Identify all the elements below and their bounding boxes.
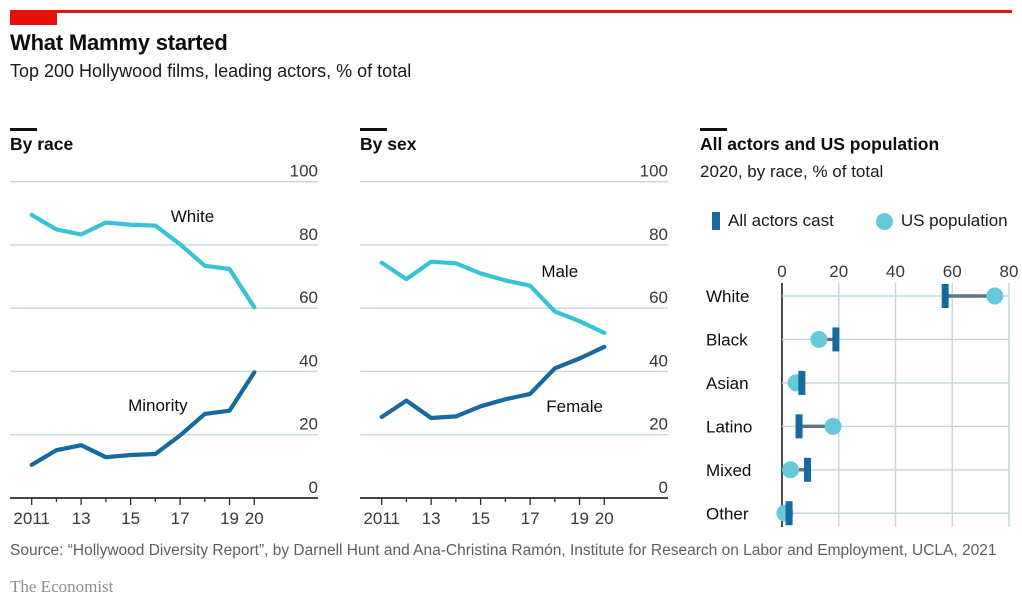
legend-item-population: US population bbox=[875, 211, 1008, 231]
y-axis-label: 60 bbox=[299, 288, 318, 307]
legend: All actors cast US population bbox=[712, 211, 1008, 231]
x-axis-label: 15 bbox=[121, 509, 140, 528]
x-axis-label: 2011 bbox=[363, 509, 400, 528]
y-axis-label: 0 bbox=[309, 478, 318, 497]
x-axis-label: 17 bbox=[521, 509, 540, 528]
panel-by-race-title: By race bbox=[10, 134, 74, 154]
population-dot-mixed bbox=[782, 461, 800, 479]
actors-bar-white bbox=[941, 284, 949, 308]
category-label-asian: Asian bbox=[706, 374, 749, 393]
population-dot-white bbox=[986, 287, 1004, 305]
series-label-minority: Minority bbox=[128, 396, 188, 415]
x-axis-label: 17 bbox=[171, 509, 190, 528]
panel-by-race: By race 0 20 40 60 80 100 2011 13 15 17 19 20 White M… bbox=[10, 118, 320, 543]
x-axis-label: 20 bbox=[245, 509, 264, 528]
legend-label-population: US population bbox=[900, 211, 1008, 230]
actors-population-chart: 0 20 40 60 80 White Black Asian Latino Mixed Other bbox=[706, 262, 1018, 527]
x-axis-label: 60 bbox=[943, 262, 962, 281]
x-axis-label: 2011 bbox=[13, 509, 50, 528]
source-line: Source: “Hollywood Diversity Report”, by… bbox=[10, 542, 997, 559]
chart-title: What Mammy started bbox=[10, 30, 228, 55]
red-tab bbox=[10, 10, 57, 25]
y-axis-label: 100 bbox=[290, 162, 318, 181]
top-rule bbox=[10, 10, 1012, 13]
series-label-white: White bbox=[171, 207, 214, 226]
actors-bar-swatch-icon bbox=[712, 212, 720, 230]
series-line-white bbox=[29, 212, 257, 310]
chart-subtitle: Top 200 Hollywood films, leading actors,… bbox=[10, 61, 412, 81]
series-line-female bbox=[379, 344, 607, 421]
y-axis-label: 40 bbox=[649, 351, 668, 370]
actors-bar-latino bbox=[795, 414, 803, 439]
population-circle-swatch-icon bbox=[875, 212, 893, 230]
series-line-male bbox=[379, 259, 607, 335]
actors-bar-asian bbox=[798, 370, 806, 395]
by-race-chart: 0 20 40 60 80 100 2011 13 15 17 19 20 White Minority bbox=[10, 162, 318, 528]
category-label-other: Other bbox=[706, 504, 749, 523]
brand-logotype: The Economist bbox=[10, 577, 114, 596]
panel-tick bbox=[700, 128, 727, 131]
x-axis-label: 19 bbox=[570, 509, 589, 528]
panel-by-sex: By sex 0 20 40 60 80 100 2011 13 15 17 19 20 Male Fem… bbox=[360, 118, 670, 543]
x-axis-label: 40 bbox=[886, 262, 905, 281]
series-line-minority bbox=[29, 370, 257, 467]
panel-actors-population-subtitle: 2020, by race, % of total bbox=[700, 162, 884, 181]
panel-actors-population-title: All actors and US population bbox=[700, 134, 940, 154]
y-axis-label: 40 bbox=[299, 351, 318, 370]
panel-tick bbox=[360, 128, 387, 131]
x-axis-label: 80 bbox=[1000, 262, 1019, 281]
population-dot-black bbox=[810, 330, 828, 348]
legend-item-actors: All actors cast bbox=[712, 211, 834, 231]
series-label-male: Male bbox=[541, 262, 578, 281]
legend-label-actors: All actors cast bbox=[728, 211, 834, 230]
actors-bar-mixed bbox=[804, 457, 812, 482]
actors-bar-other bbox=[785, 501, 793, 526]
x-axis-label: 19 bbox=[220, 509, 239, 528]
panel-actors-population: All actors and US population 2020, by ra… bbox=[700, 118, 1018, 543]
category-label-white: White bbox=[706, 287, 749, 306]
population-dot-latino bbox=[824, 417, 842, 435]
category-label-black: Black bbox=[706, 330, 748, 349]
y-axis-label: 20 bbox=[649, 415, 668, 434]
y-axis-label: 80 bbox=[649, 225, 668, 244]
by-sex-chart: 0 20 40 60 80 100 2011 13 15 17 19 20 Male Female bbox=[360, 162, 668, 528]
panel-tick bbox=[10, 128, 37, 131]
x-axis-label: 13 bbox=[72, 509, 91, 528]
category-label-mixed: Mixed bbox=[706, 461, 751, 480]
y-axis-label: 60 bbox=[649, 288, 668, 307]
y-axis-label: 20 bbox=[299, 415, 318, 434]
x-axis-label: 13 bbox=[422, 509, 441, 528]
series-label-female: Female bbox=[546, 397, 603, 416]
y-axis-label: 100 bbox=[640, 162, 668, 181]
x-axis-label: 20 bbox=[595, 509, 614, 528]
y-axis-label: 80 bbox=[299, 225, 318, 244]
panel-by-sex-title: By sex bbox=[360, 134, 417, 154]
x-axis-label: 20 bbox=[829, 262, 848, 281]
y-axis-label: 0 bbox=[659, 478, 668, 497]
x-axis-label: 15 bbox=[471, 509, 490, 528]
category-label-latino: Latino bbox=[706, 417, 752, 436]
actors-bar-black bbox=[832, 327, 840, 352]
x-axis-label: 0 bbox=[777, 262, 786, 281]
